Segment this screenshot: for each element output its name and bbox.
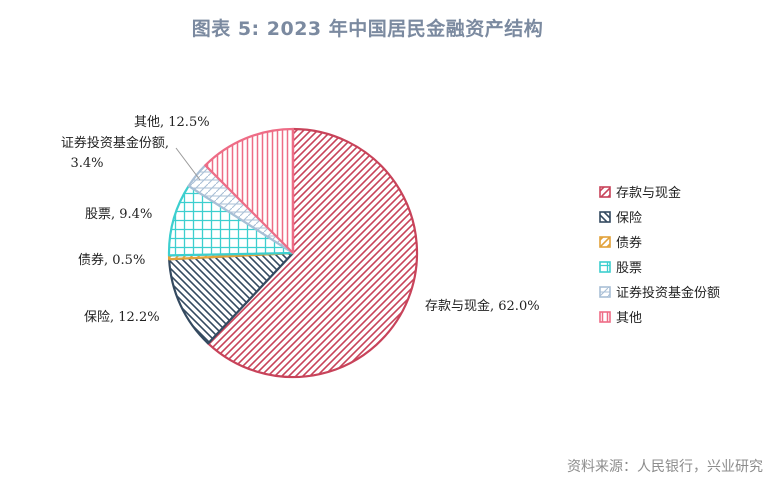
legend-swatch-4	[599, 261, 611, 273]
slice-label-4: 股票, 9.4%	[85, 207, 152, 222]
legend-swatch-2	[599, 211, 611, 223]
legend-swatch-5	[599, 286, 611, 298]
legend-label-5: 证券投资基金份额	[616, 285, 720, 301]
slice-label-1: 存款与现金, 62.0%	[425, 298, 540, 314]
pie-slice-1	[207, 127, 419, 379]
source-note: 资料来源：人民银行，兴业研究	[567, 459, 763, 475]
pie-slice-6	[204, 127, 295, 255]
pie-slice-2	[168, 251, 295, 345]
slice-label-2: 保险, 12.2%	[84, 310, 160, 325]
slice-label-6: 其他, 12.5%	[134, 115, 210, 130]
legend-swatch-3	[599, 236, 611, 248]
legend-label-1: 存款与现金	[616, 185, 681, 201]
legend-swatch-1	[599, 186, 611, 198]
slice-label-5: 证券投资基金份额, 3.4%	[61, 135, 169, 171]
legend-label-6: 其他	[616, 311, 642, 326]
leader-line-5	[175, 147, 201, 181]
legend-swatch-6	[599, 311, 611, 323]
legend-label-2: 保险	[616, 211, 642, 226]
legend-label-4: 股票	[616, 261, 642, 276]
legend-label-3: 债券	[616, 235, 642, 251]
chart-title: 图表 5: 2023 年中国居民金融资产结构	[191, 18, 544, 40]
slice-label-3: 债券, 0.5%	[78, 252, 145, 268]
